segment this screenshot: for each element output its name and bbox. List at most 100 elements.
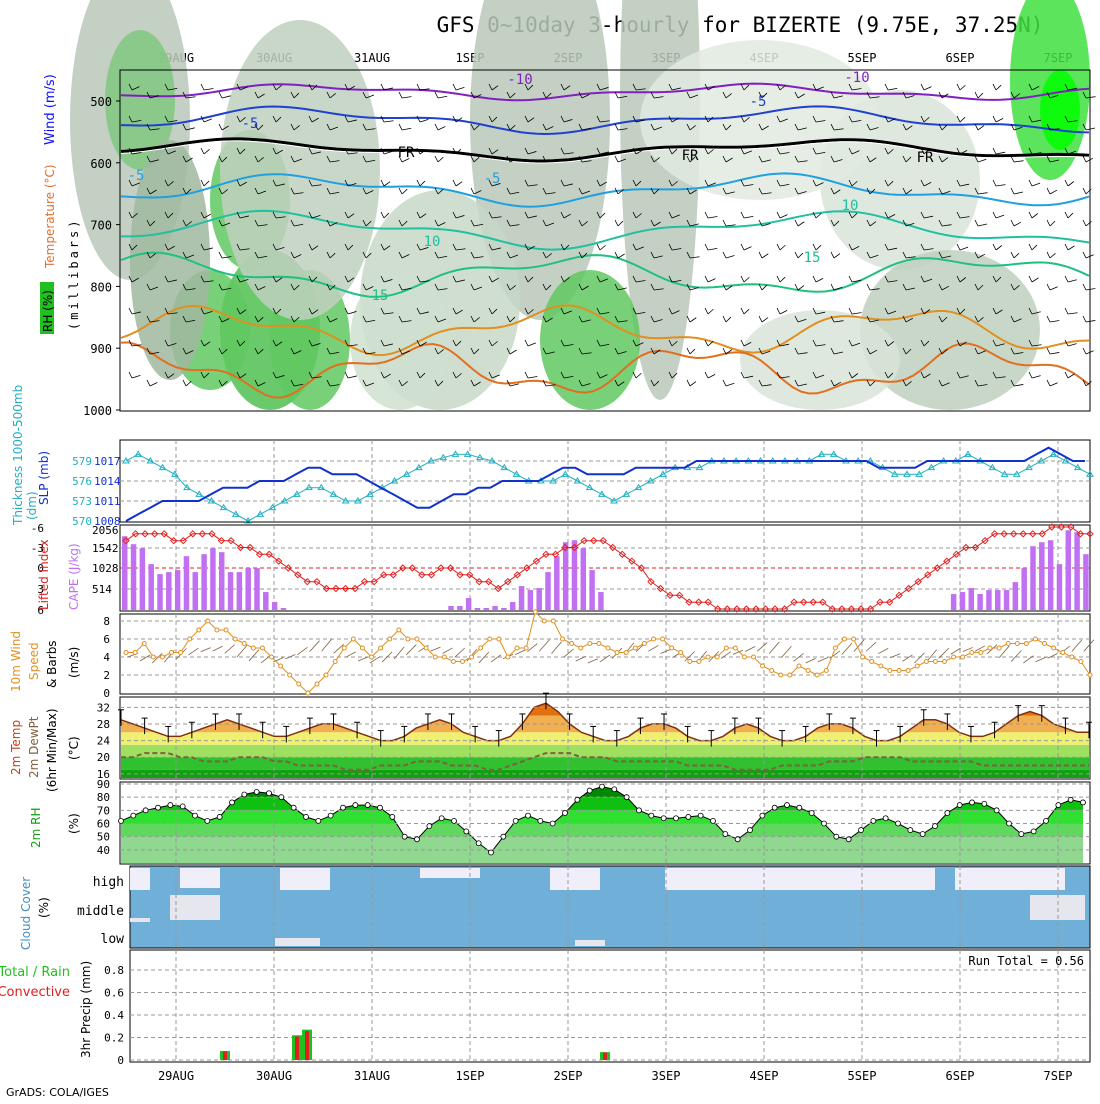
rh-marker <box>969 799 975 806</box>
wind10-marker <box>796 663 802 669</box>
lifted-index-marker <box>790 598 798 606</box>
wind-barb-flag <box>920 339 925 347</box>
wind-barb <box>527 342 536 347</box>
lifted-index-marker <box>780 605 789 613</box>
wind-barb <box>509 285 516 291</box>
y-tick-label: 0.6 <box>104 987 124 1000</box>
wind-barb <box>545 253 552 259</box>
wind-barb-flag <box>470 219 475 227</box>
cape-bar <box>1065 530 1072 610</box>
wind-barb <box>365 220 372 227</box>
thickness-marker <box>317 483 326 491</box>
wind-barb <box>977 317 984 323</box>
wind-barb-flag <box>362 187 367 195</box>
wind-barb-flag <box>722 251 727 259</box>
cape-bar <box>545 572 551 610</box>
wind-barb-flag <box>200 147 205 155</box>
wind-barb-flag <box>560 147 565 155</box>
thickness-marker <box>1025 463 1033 471</box>
wind-barb-flag <box>830 123 835 131</box>
contour-label: 15 <box>372 288 389 304</box>
y-tick-label: -6 <box>31 522 44 535</box>
wind-barb-flag <box>614 187 619 195</box>
wind-barb <box>437 222 446 227</box>
wind-barb-flag <box>1046 347 1051 355</box>
wind-barb-flag <box>830 219 835 227</box>
wind10-marker <box>1087 672 1093 678</box>
wind-barb <box>815 278 824 283</box>
wind-barb <box>1049 159 1060 163</box>
wind-barb-flag <box>650 155 655 163</box>
wind-barb <box>581 94 590 99</box>
wind-barb <box>995 118 1004 123</box>
wind-barb-flag <box>470 251 475 259</box>
wind-barb-flag <box>1010 187 1015 195</box>
wind-barb-flag <box>938 347 943 355</box>
lifted-index-marker <box>122 536 130 545</box>
lifted-index-marker <box>418 571 426 579</box>
wind-barb-flag <box>974 315 979 323</box>
wind-barb <box>635 119 645 123</box>
wind-barb-flag <box>200 371 205 379</box>
cape-bar <box>474 608 481 610</box>
wind-barb-flag <box>560 211 565 219</box>
wind-barb <box>1031 344 1042 347</box>
wind-barb-flag <box>344 339 349 347</box>
wind10-barb <box>720 651 732 659</box>
wind-barb <box>635 246 644 251</box>
wind-barb-flag <box>938 283 943 291</box>
rh-marker <box>858 827 864 833</box>
wind-barb <box>563 152 574 155</box>
wind-barb <box>959 116 966 123</box>
thickness-marker <box>122 457 130 464</box>
wind10-marker <box>450 659 456 664</box>
y-tick-label: 576 <box>72 475 92 488</box>
thickness-marker <box>158 463 167 471</box>
wind-barb <box>545 284 552 291</box>
wind-barb-flag <box>884 275 889 283</box>
cape-bar <box>122 536 128 610</box>
wind-barb-flag <box>560 83 565 91</box>
wind-barb-flag <box>434 251 439 259</box>
wind-barb-flag <box>974 187 979 195</box>
wind-barb <box>383 212 390 219</box>
y-tick-label: 579 <box>72 455 92 468</box>
lifted-index-marker <box>924 571 932 579</box>
thickness-marker <box>1086 470 1094 477</box>
wind-barb-flag <box>704 275 709 283</box>
wind-barb-flag <box>560 275 565 283</box>
wind-barb <box>941 285 950 291</box>
wind-barb <box>977 223 988 227</box>
wind-barb <box>185 319 196 323</box>
wind-barb-flag <box>506 251 511 259</box>
wind-barb-flag <box>254 379 259 387</box>
wind-barb <box>311 184 322 187</box>
wind10-barb <box>393 646 405 660</box>
wind10-marker <box>132 650 138 655</box>
wind10-marker <box>605 645 611 651</box>
rh-marker <box>500 833 507 840</box>
lifted-index-marker <box>1009 530 1018 538</box>
wind-barb-flag <box>308 243 313 251</box>
wind10-marker <box>896 668 902 673</box>
wind-barb <box>257 124 264 131</box>
thickness-marker <box>475 453 484 461</box>
wind10-marker <box>550 618 556 624</box>
wind-barb <box>743 150 752 155</box>
pressure-tick-label: 700 <box>90 219 112 233</box>
wind-barb <box>545 192 556 195</box>
wind-barb <box>473 381 481 387</box>
wind-barb-flag <box>290 251 295 259</box>
wind-barb <box>311 343 321 347</box>
wind-barb <box>743 375 754 379</box>
wind-barb-flag <box>794 251 799 259</box>
cape-bar <box>527 590 534 610</box>
lifted-index-marker <box>885 598 894 606</box>
wind-barb <box>401 96 412 99</box>
temperature-label: Temperature (°C) <box>43 164 57 269</box>
lifted-index-marker <box>179 536 187 545</box>
wind-barb-flag <box>128 243 133 251</box>
